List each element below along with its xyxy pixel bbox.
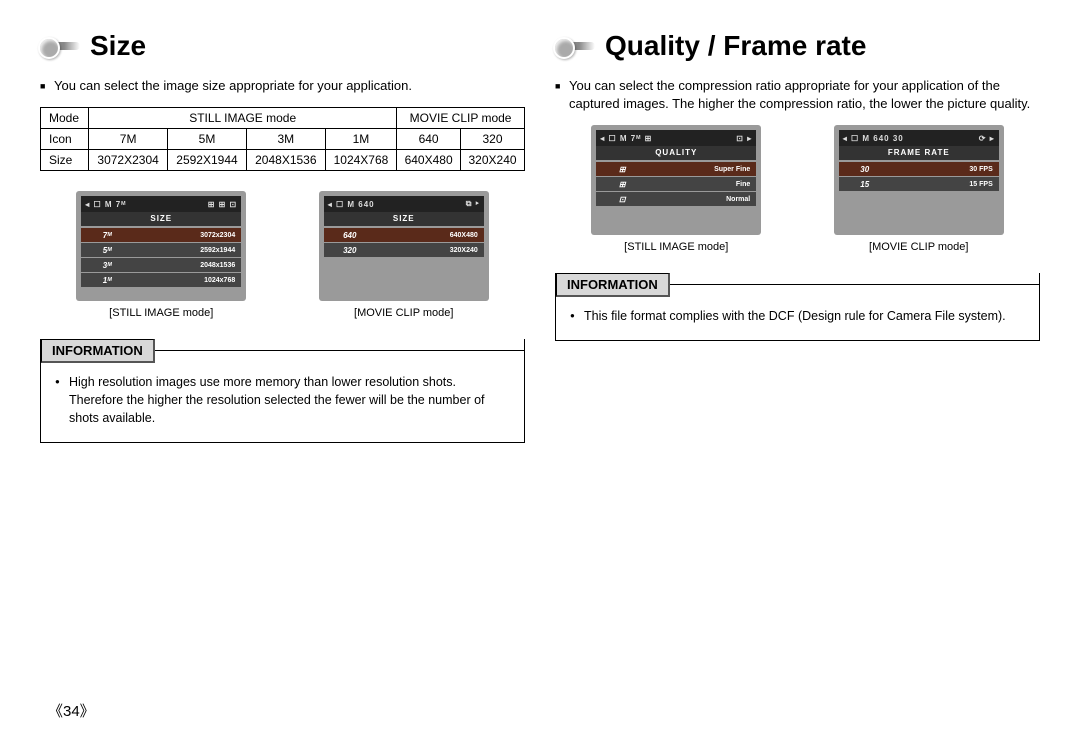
still-image-screen: ◂ ☐ M 7ᴹ ⊞ ⊡ ▸ QUALITY ⊞Super Fine ⊞Fine… [591,125,761,253]
lcd-topbar: ◂ ☐ M 7ᴹ ⊞ ⊡ ▸ [596,130,756,146]
screen-caption: [MOVIE CLIP mode] [319,307,489,319]
cell: 3M [246,129,325,150]
lcd-row: ⊡Normal [596,192,756,206]
cell: 640X480 [397,150,461,171]
table-row: Size 3072X2304 2592X1944 2048X1536 1024X… [41,150,525,171]
movie-clip-screen: ◂ ☐ M 640 ⧉ ▸ SIZE 640640X480 320320X240… [319,191,489,319]
screen-caption: [STILL IMAGE mode] [76,307,246,319]
table-row: Icon 7M 5M 3M 1M 640 320 [41,129,525,150]
cell: Mode [41,108,89,129]
movie-clip-screen: ◂ ☐ M 640 30 ⟳ ▸ FRAME RATE 3030 FPS 151… [834,125,1004,253]
cell: 5M [168,129,247,150]
screenshot-row: ◂ ☐ M 7ᴹ ⊞ ⊞ ⊡ SIZE 7ᴹ3072x2304 5ᴹ2592x1… [40,191,525,319]
lcd-row: 7ᴹ3072x2304 [81,228,241,242]
cell: STILL IMAGE mode [89,108,397,129]
lcd-row: 1515 FPS [839,177,999,191]
cell: Size [41,150,89,171]
lcd-row: 5ᴹ2592x1944 [81,243,241,257]
topbar-left-icons: ◂ ☐ M 7ᴹ [85,200,126,209]
lcd-title: FRAME RATE [839,146,999,160]
info-text: High resolution images use more memory t… [55,373,510,427]
table-row: Mode STILL IMAGE mode MOVIE CLIP mode [41,108,525,129]
cell: 640 [397,129,461,150]
cell: 1M [325,129,396,150]
cell: 2048X1536 [246,150,325,171]
lcd-screen: ◂ ☐ M 7ᴹ ⊞ ⊞ ⊡ SIZE 7ᴹ3072x2304 5ᴹ2592x1… [76,191,246,301]
info-heading: INFORMATION [556,273,670,297]
cell: 320X240 [461,150,525,171]
cell: 320 [461,129,525,150]
cell: 2592X1944 [168,150,247,171]
lcd-row: 3030 FPS [839,162,999,176]
lcd-row: ⊞Super Fine [596,162,756,176]
topbar-right-icons: ⧉ ▸ [466,199,480,209]
lcd-row: 320320X240 [324,243,484,257]
intro-text: You can select the image size appropriat… [40,77,525,95]
section-title: Quality / Frame rate [605,30,866,62]
header-decoration-icon [40,42,80,50]
page-number: 《34》 [48,700,95,721]
topbar-left-icons: ◂ ☐ M 640 30 [843,134,904,143]
cell: 1024X768 [325,150,396,171]
header-decoration-icon [555,42,595,50]
lcd-screen: ◂ ☐ M 640 ⧉ ▸ SIZE 640640X480 320320X240 [319,191,489,301]
info-heading: INFORMATION [41,339,155,363]
cell: Icon [41,129,89,150]
section-title: Size [90,30,146,62]
lcd-title: SIZE [324,212,484,226]
lcd-row: ⊞Fine [596,177,756,191]
cell: 7M [89,129,168,150]
cell: MOVIE CLIP mode [397,108,525,129]
lcd-screen: ◂ ☐ M 7ᴹ ⊞ ⊡ ▸ QUALITY ⊞Super Fine ⊞Fine… [591,125,761,235]
quality-section: Quality / Frame rate You can select the … [555,30,1040,443]
lcd-row: 3ᴹ2048x1536 [81,258,241,272]
topbar-left-icons: ◂ ☐ M 7ᴹ ⊞ [600,134,652,143]
lcd-screen: ◂ ☐ M 640 30 ⟳ ▸ FRAME RATE 3030 FPS 151… [834,125,1004,235]
lcd-topbar: ◂ ☐ M 640 ⧉ ▸ [324,196,484,212]
lcd-row: 640640X480 [324,228,484,242]
still-image-screen: ◂ ☐ M 7ᴹ ⊞ ⊞ ⊡ SIZE 7ᴹ3072x2304 5ᴹ2592x1… [76,191,246,319]
information-box: INFORMATION High resolution images use m… [40,339,525,442]
topbar-left-icons: ◂ ☐ M 640 [328,200,375,209]
screen-caption: [MOVIE CLIP mode] [834,241,1004,253]
intro-text: You can select the compression ratio app… [555,77,1040,113]
size-section: Size You can select the image size appro… [40,30,525,443]
lcd-topbar: ◂ ☐ M 640 30 ⟳ ▸ [839,130,999,146]
screen-caption: [STILL IMAGE mode] [591,241,761,253]
topbar-right-icons: ⊡ ▸ [736,134,752,143]
section-header: Quality / Frame rate [555,30,1040,62]
cell: 3072X2304 [89,150,168,171]
screenshot-row: ◂ ☐ M 7ᴹ ⊞ ⊡ ▸ QUALITY ⊞Super Fine ⊞Fine… [555,125,1040,253]
lcd-topbar: ◂ ☐ M 7ᴹ ⊞ ⊞ ⊡ [81,196,241,212]
lcd-title: QUALITY [596,146,756,160]
lcd-row: 1ᴹ1024x768 [81,273,241,287]
information-box: INFORMATION This file format complies wi… [555,273,1040,340]
size-table: Mode STILL IMAGE mode MOVIE CLIP mode Ic… [40,107,525,171]
lcd-title: SIZE [81,212,241,226]
topbar-right-icons: ⟳ ▸ [979,134,995,143]
info-text: This file format complies with the DCF (… [570,307,1025,325]
topbar-right-icons: ⊞ ⊞ ⊡ [208,200,238,209]
section-header: Size [40,30,525,62]
